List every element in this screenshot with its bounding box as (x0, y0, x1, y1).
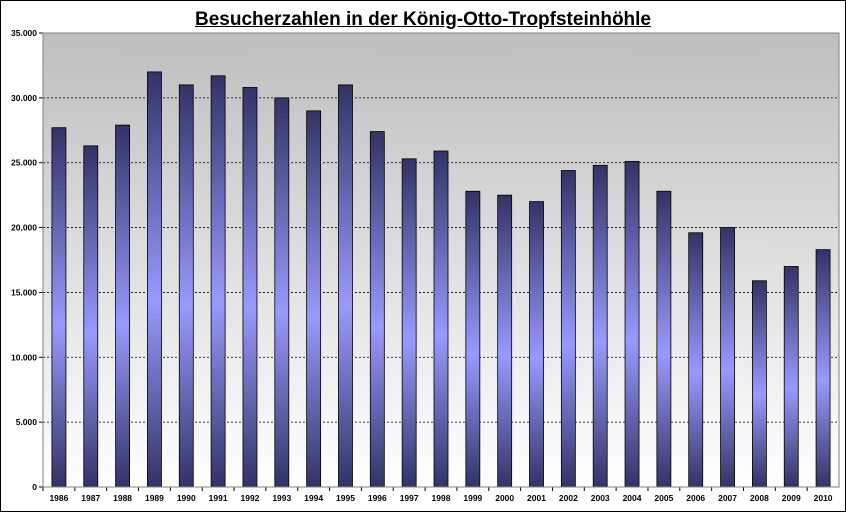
bar-2010 (815, 249, 831, 488)
x-tick-label: 1993 (272, 493, 291, 503)
bar-2000 (497, 194, 513, 488)
bar-2001 (529, 201, 544, 488)
y-tick-label: 25.000 (11, 158, 37, 168)
x-tick-label: 2003 (591, 493, 610, 503)
chart-title: Besucherzahlen in der König-Otto-Tropfst… (194, 9, 652, 30)
y-tick-label: 30.000 (11, 93, 37, 103)
x-tick-label: 1989 (145, 493, 164, 503)
bar-2007 (720, 227, 735, 488)
x-tick-label: 2002 (559, 493, 578, 503)
x-tick-label: 1988 (113, 493, 132, 503)
x-tick-label: 2006 (686, 493, 705, 503)
x-tick-label: 2010 (814, 493, 833, 503)
bar-1987 (83, 145, 99, 488)
y-tick-label: 0 (32, 482, 37, 492)
bar-1997 (401, 158, 417, 488)
bar-2005 (656, 190, 672, 488)
bar-2008 (751, 280, 767, 488)
x-tick-label: 2001 (527, 493, 546, 503)
x-tick-label: 2008 (750, 493, 769, 503)
y-tick-label: 35.000 (11, 28, 37, 38)
bar-1986 (51, 127, 67, 488)
x-tick-label: 2009 (782, 493, 801, 503)
bar-2004 (624, 161, 640, 488)
x-tick-label: 1994 (304, 493, 323, 503)
x-tick-label: 2004 (623, 493, 642, 503)
x-tick-label: 1995 (336, 493, 355, 503)
x-tick-label: 1996 (368, 493, 387, 503)
bar-2006 (688, 232, 704, 488)
x-tick-label: 1999 (463, 493, 482, 503)
bar-1996 (369, 131, 385, 488)
plot-border (42, 32, 840, 488)
y-tick-label: 15.000 (11, 287, 37, 297)
bar-2003 (592, 164, 608, 488)
x-tick-label: 1991 (209, 493, 228, 503)
x-tick-label: 1990 (177, 493, 196, 503)
x-tick-label: 2000 (495, 493, 514, 503)
x-tick-label: 1998 (432, 493, 451, 503)
x-tick-label: 1987 (81, 493, 100, 503)
bar-2009 (783, 266, 799, 488)
bar-2002 (560, 170, 576, 488)
x-tick-label: 2007 (718, 493, 737, 503)
bar-1998 (433, 150, 449, 488)
x-tick-label: 2005 (654, 493, 673, 503)
bar-1995 (338, 84, 353, 488)
bar-1992 (242, 87, 258, 488)
bar-1988 (115, 124, 131, 488)
bar-1990 (178, 84, 194, 488)
bar-1993 (274, 97, 290, 488)
y-tick-label: 10.000 (11, 352, 37, 362)
y-tick-label: 5.000 (16, 417, 38, 427)
bar-1994 (306, 110, 322, 488)
bar-1991 (210, 75, 226, 488)
bar-1989 (147, 71, 162, 488)
bar-1999 (465, 190, 481, 488)
x-tick-label: 1986 (49, 493, 68, 503)
y-tick-label: 20.000 (11, 223, 37, 233)
x-tick-label: 1992 (240, 493, 259, 503)
x-tick-label: 1997 (400, 493, 419, 503)
